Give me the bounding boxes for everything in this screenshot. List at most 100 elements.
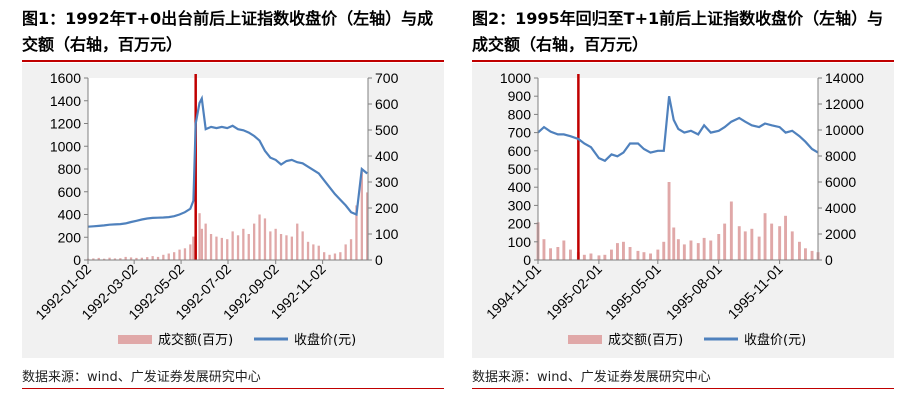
y-left-tick-label: 1000 bbox=[50, 138, 81, 154]
turnover-bar bbox=[784, 215, 787, 260]
y-right-tick-label: 0 bbox=[375, 252, 383, 268]
turnover-bar bbox=[589, 253, 593, 260]
turnover-bar bbox=[236, 235, 240, 260]
turnover-bar bbox=[140, 257, 143, 260]
turnover-bar bbox=[198, 213, 201, 260]
turnover-bar bbox=[274, 228, 277, 260]
turnover-bar bbox=[183, 248, 187, 260]
turnover-bar bbox=[253, 223, 256, 260]
turnover-bar bbox=[709, 240, 713, 260]
x-tick-label: 1995-08-01 bbox=[663, 261, 725, 323]
turnover-bar bbox=[790, 231, 794, 260]
turnover-bar bbox=[189, 244, 192, 260]
turnover-bar bbox=[285, 235, 288, 260]
turnover-bar bbox=[763, 213, 767, 260]
turnover-bar bbox=[569, 249, 572, 260]
plot-area bbox=[88, 78, 368, 260]
chart-svg: 0100200300400500600700800900100002000400… bbox=[483, 70, 864, 348]
turnover-bar bbox=[778, 226, 782, 260]
y-left-tick-label: 700 bbox=[508, 125, 532, 141]
turnover-bar bbox=[242, 228, 245, 260]
y-right-tick-label: 8000 bbox=[825, 148, 856, 164]
source-note: 数据来源：wind、广发证券发展研究中心 bbox=[472, 370, 711, 385]
turnover-bar bbox=[173, 252, 176, 260]
turnover-bar bbox=[582, 254, 586, 260]
y-right-tick-label: 200 bbox=[375, 200, 399, 216]
plot-area bbox=[538, 78, 818, 260]
turnover-bar bbox=[717, 234, 721, 260]
turnover-bar bbox=[549, 248, 552, 260]
turnover-bar bbox=[209, 234, 213, 260]
turnover-bar bbox=[603, 254, 607, 260]
turnover-bar bbox=[649, 253, 652, 260]
turnover-bar bbox=[676, 239, 680, 260]
y-right-tick-label: 100 bbox=[375, 226, 399, 242]
y-right-tick-label: 4000 bbox=[825, 200, 856, 216]
chart-panel-1: 图1：1992年T+0出台前后上证指数收盘价（左轴）与成交额（右轴，百万元） 0… bbox=[8, 0, 453, 411]
turnover-bar bbox=[729, 201, 733, 260]
turnover-bar bbox=[279, 234, 283, 260]
turnover-bar bbox=[636, 250, 640, 260]
turnover-bar bbox=[339, 252, 342, 260]
turnover-bar bbox=[723, 223, 727, 260]
title-rule bbox=[22, 60, 444, 62]
legend-bar-label: 成交额(百万) bbox=[608, 332, 683, 348]
y-right-tick-label: 14000 bbox=[825, 70, 864, 86]
turnover-bar bbox=[328, 254, 331, 260]
turnover-bar bbox=[542, 239, 546, 260]
legend-bar-swatch bbox=[568, 335, 602, 344]
turnover-bar bbox=[696, 243, 700, 260]
turnover-bar bbox=[129, 257, 133, 260]
turnover-bar bbox=[682, 244, 686, 260]
turnover-bar bbox=[135, 257, 138, 260]
legend-line-label: 收盘价(元) bbox=[744, 332, 806, 348]
y-left-tick-label: 600 bbox=[58, 184, 82, 200]
close-price-line bbox=[87, 94, 368, 228]
turnover-bar bbox=[689, 240, 693, 260]
turnover-bar bbox=[317, 245, 320, 260]
y-left-tick-label: 0 bbox=[523, 252, 531, 268]
legend-bar-label: 成交额(百万) bbox=[158, 332, 233, 348]
chart-svg: 0 200 400 600 800 1000 1200 1400 1600 0 100 200 300 4… bbox=[32, 70, 399, 348]
turnover-bar bbox=[737, 226, 741, 260]
turnover-bar bbox=[269, 231, 272, 260]
turnover-bar bbox=[119, 258, 122, 260]
turnover-bar bbox=[642, 252, 646, 260]
turnover-bar bbox=[124, 256, 127, 260]
turnover-bar bbox=[349, 239, 353, 260]
turnover-bar bbox=[810, 250, 814, 260]
turnover-bar bbox=[162, 254, 165, 260]
y-left-tick-label: 1400 bbox=[50, 93, 81, 109]
turnover-bar bbox=[656, 249, 660, 260]
turnover-bar bbox=[108, 257, 111, 260]
close-price-line bbox=[537, 95, 819, 163]
turnover-bar bbox=[204, 223, 207, 260]
turnover-bar bbox=[667, 182, 671, 260]
legend-bar-swatch bbox=[118, 335, 152, 344]
turnover-bar bbox=[366, 192, 369, 260]
turnover-bar bbox=[750, 228, 754, 260]
turnover-bar bbox=[200, 228, 203, 260]
y-left-tick-label: 500 bbox=[508, 161, 532, 177]
turnover-bar bbox=[156, 256, 160, 260]
y-right-tick-label: 0 bbox=[825, 252, 833, 268]
turnover-bar bbox=[296, 223, 299, 260]
turnover-bar bbox=[333, 253, 337, 260]
turnover-bar bbox=[355, 205, 358, 260]
turnover-bar bbox=[672, 227, 676, 260]
turnover-bar bbox=[97, 257, 100, 260]
turnover-bar bbox=[770, 223, 774, 260]
turnover-bar bbox=[301, 231, 304, 260]
turnover-bar bbox=[610, 249, 613, 260]
y-right-tick-label: 600 bbox=[375, 96, 399, 112]
y-left-tick-label: 1600 bbox=[50, 70, 81, 86]
turnover-bar bbox=[622, 241, 625, 260]
turnover-bar bbox=[290, 236, 293, 260]
turnover-bar bbox=[151, 256, 154, 260]
turnover-bar bbox=[662, 241, 666, 260]
y-left-tick-label: 200 bbox=[508, 216, 532, 232]
y-left-tick-label: 300 bbox=[508, 197, 532, 213]
x-tick-label: 1995-11-01 bbox=[725, 261, 786, 322]
turnover-bar bbox=[804, 248, 807, 260]
x-tick-label: 1995-02-01 bbox=[543, 261, 605, 323]
